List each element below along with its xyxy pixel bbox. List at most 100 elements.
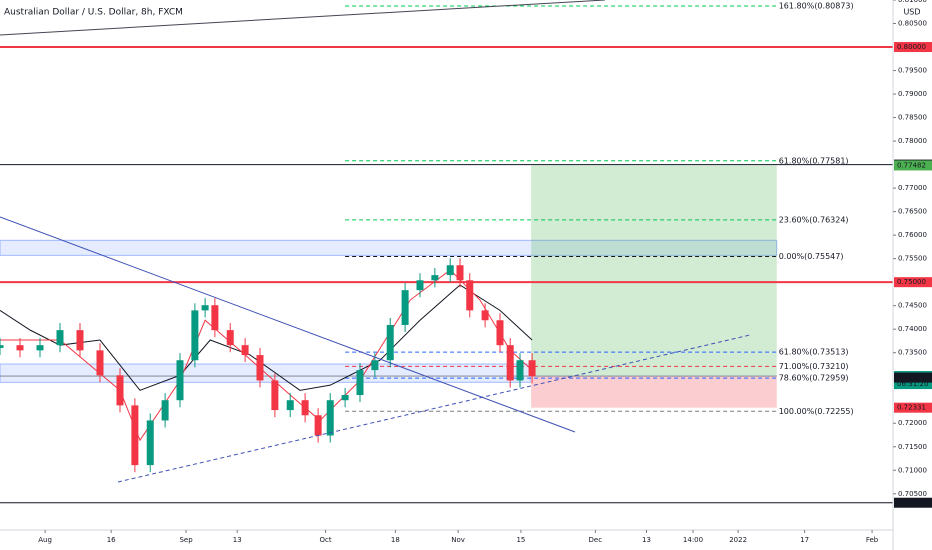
price-label: 0.80000 [897, 43, 926, 51]
currency-label: USD [903, 8, 920, 17]
y-tick-label: 0.79500 [898, 67, 927, 75]
candle-body [301, 400, 309, 416]
x-tick-label: Feb [866, 536, 879, 544]
price-label-box [894, 402, 932, 413]
candle-body [226, 330, 234, 346]
chart-title: Australian Dollar / U.S. Dollar, 8h, FXC… [4, 8, 183, 18]
y-tick-label: 0.79000 [898, 90, 927, 98]
price-label-box [894, 160, 932, 171]
zone [0, 239, 778, 256]
x-tick-label: 13 [233, 536, 242, 544]
x-tick-label: Sep [179, 536, 193, 544]
x-tick-label: 14:00 [683, 536, 703, 544]
candle-body [191, 310, 199, 361]
candle-body [314, 415, 322, 436]
x-tick-label: 13 [642, 536, 651, 544]
x-tick-label: Nov [451, 536, 465, 544]
candle-body [56, 330, 64, 346]
price-label: 0.70310 [897, 499, 926, 507]
candle-body [506, 345, 514, 381]
y-tick-label: 0.72000 [898, 419, 927, 427]
fib-label: 61.80%(0.73513) [779, 348, 849, 357]
price-label-box [894, 42, 932, 53]
plot-area: 161.80%(0.80873) 61.80%(0.77581) 23.60%(0.… [0, 1, 893, 504]
fib-label: 100.00%(0.72255) [779, 407, 854, 416]
y-tick-label: 0.75500 [898, 255, 927, 263]
candle-body [211, 305, 219, 331]
candle-body [341, 395, 349, 401]
y-tick-label: 0.78000 [898, 137, 927, 145]
price-label-box [894, 277, 932, 288]
candle-body [176, 360, 184, 401]
candle-body [201, 305, 209, 311]
candle-body [446, 265, 454, 276]
y-tick-label: 0.76000 [898, 231, 927, 239]
fib-label: 71.00%(0.73210) [779, 362, 849, 371]
price-axis [893, 0, 932, 550]
fib-label: 0.00%(0.75547) [779, 252, 844, 261]
y-tick-label: 0.76500 [898, 208, 927, 216]
trendline [117, 334, 751, 483]
candle-body [481, 310, 489, 321]
price-label: 0.72331 [897, 404, 926, 412]
fib-label: 78.60%(0.72959) [779, 374, 849, 383]
candle-body [516, 360, 524, 381]
candle-body [116, 375, 124, 406]
candle-body [146, 420, 154, 466]
x-tick-label: 15 [516, 536, 525, 544]
y-tick-label: 0.71000 [898, 466, 927, 474]
candle-body [161, 400, 169, 421]
stop-zone [531, 376, 777, 408]
x-tick-label: 16 [107, 536, 116, 544]
candle-body [326, 400, 334, 436]
price-label-box [894, 372, 932, 383]
trendline [0, 216, 576, 433]
fib-label: 23.60%(0.76324) [779, 215, 849, 224]
candle-body [528, 360, 536, 377]
candle-body [466, 280, 474, 311]
candle-body [431, 275, 439, 281]
candle-body [271, 380, 279, 411]
fib-label: 161.80%(0.80873) [779, 1, 854, 10]
y-tick-label: 0.77000 [898, 184, 927, 192]
candle-body [456, 265, 464, 281]
y-tick-label: 0.74000 [898, 325, 927, 333]
candle-body [386, 324, 394, 361]
candle-body [131, 405, 139, 466]
price-label: 0.75000 [897, 278, 926, 286]
y-tick-label: 0.70500 [898, 490, 927, 498]
fib-label: 61.80%(0.77581) [779, 156, 849, 165]
candle-body [401, 290, 409, 325]
x-tick-label: Oct [320, 536, 332, 544]
trendline [0, 0, 606, 36]
x-tick-label: Aug [38, 536, 52, 544]
candle-body [36, 345, 44, 351]
candle-body [16, 345, 24, 351]
candle-body [241, 345, 249, 356]
price-label-box [894, 497, 932, 508]
candle-body [76, 330, 84, 351]
x-tick-label: 18 [391, 536, 400, 544]
x-tick-label: 17 [800, 536, 809, 544]
candle-body [286, 400, 294, 411]
y-tick-label: 0.80500 [898, 20, 927, 28]
y-tick-label: 0.78500 [898, 114, 927, 122]
x-tick-label: Dec [589, 536, 603, 544]
y-tick-label: 0.74500 [898, 302, 927, 310]
price-label: 0.72971 [897, 374, 926, 382]
y-tick-label: 0.71500 [898, 443, 927, 451]
candle-body [96, 350, 104, 376]
candle-body [0, 345, 4, 349]
candle-body [356, 370, 364, 396]
candle-body [256, 355, 264, 381]
price-label: 0.77482 [897, 161, 926, 169]
target-zone [531, 165, 777, 377]
y-tick-label: 0.81000 [898, 0, 927, 4]
candle-body [496, 320, 504, 346]
countdown-label: 06:31:20 [897, 380, 928, 388]
candle-body [371, 360, 379, 371]
x-tick-label: 2022 [729, 536, 747, 544]
moving-average [0, 284, 533, 391]
